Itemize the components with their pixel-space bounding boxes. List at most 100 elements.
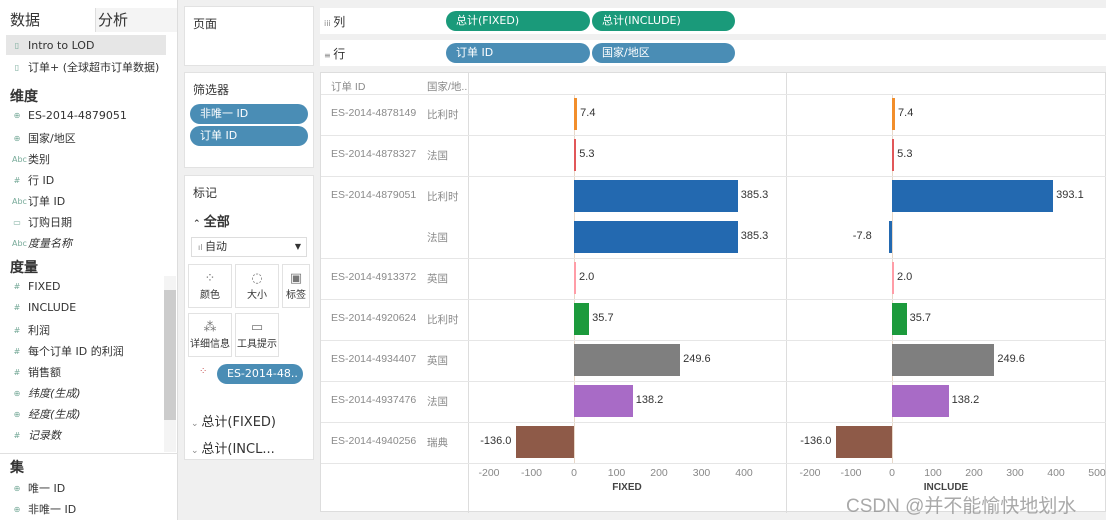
bar-fixed[interactable]	[574, 262, 576, 294]
color-pill[interactable]: ES-2014-48..	[217, 364, 303, 384]
sets-item[interactable]: ⊕ 非唯一 ID	[13, 503, 77, 516]
data-label-fixed: 5.3	[579, 148, 595, 160]
data-label-include: -136.0	[800, 435, 832, 447]
bar-fixed[interactable]	[574, 344, 681, 376]
bar-fixed[interactable]	[574, 180, 738, 212]
measures-item[interactable]: # 每个订单 ID 的利润	[13, 345, 124, 358]
row-pill-country[interactable]: 国家/地区	[592, 43, 735, 63]
fixed-axis-tick: 200	[650, 467, 668, 479]
measures-item[interactable]: # 记录数	[13, 429, 61, 442]
row-country: 瑞典	[427, 437, 448, 449]
include-axis-tick: 100	[924, 467, 942, 479]
column-pill-include[interactable]: 总计(INCLUDE)	[592, 11, 735, 31]
bar-fixed[interactable]	[574, 303, 590, 335]
dimensions-item[interactable]: ▭ 订购日期	[13, 216, 72, 229]
bar-include[interactable]	[892, 385, 949, 417]
bar-include[interactable]	[892, 344, 995, 376]
tooltip-icon: ▭	[250, 320, 264, 335]
row-divider	[321, 299, 1106, 300]
filter-pill-non-unique-id[interactable]: 非唯一 ID	[190, 104, 308, 124]
pages-card[interactable]: 页面	[184, 6, 314, 66]
marks-all[interactable]: ⌃ 全部	[193, 215, 230, 230]
marks-label-button[interactable]: ▣ 标签	[282, 264, 310, 308]
fixed-axis-tick: 100	[607, 467, 626, 479]
bar-fixed[interactable]	[574, 139, 577, 171]
measures-item[interactable]: # 利润	[13, 324, 50, 337]
measures-item[interactable]: ⊕ 经度(生成)	[13, 408, 81, 421]
number-icon: #	[13, 430, 21, 440]
row-order-id: ES-2014-4940256	[331, 435, 417, 447]
include-axis-tick: -200	[799, 467, 821, 479]
bar-include[interactable]	[836, 426, 892, 458]
dimensions-item[interactable]: Abc 度量名称	[12, 237, 72, 250]
columns-shelf-label: iii 列	[324, 15, 346, 29]
bar-fixed[interactable]	[574, 98, 578, 130]
marks-tooltip-button[interactable]: ▭ 工具提示	[235, 313, 279, 357]
rows-shelf[interactable]: ≡ 行 订单 ID 国家/地区	[320, 40, 1106, 66]
mark-type-select[interactable]: ıl 自动 ▼	[191, 237, 307, 257]
globe-icon: ⊕	[13, 409, 21, 419]
include-axis-tick: 300	[1006, 467, 1024, 479]
row-pill-order-id[interactable]: 订单 ID	[446, 43, 590, 63]
measures-item[interactable]: # INCLUDE	[13, 301, 77, 314]
filter-pill-order-id[interactable]: 订单 ID	[190, 126, 308, 146]
columns-shelf[interactable]: iii 列 总计(FIXED) 总计(INCLUDE)	[320, 8, 1106, 34]
header-country: 国家/地..	[427, 81, 468, 93]
measures-item[interactable]: # 销售额	[13, 366, 61, 379]
measures-title: 度量	[10, 260, 38, 276]
dimensions-item[interactable]: Abc 订单 ID	[12, 195, 66, 208]
dimensions-item[interactable]: ⊕ 国家/地区	[13, 132, 76, 145]
bar-include[interactable]	[892, 180, 1054, 212]
rows-shelf-label: ≡ 行	[324, 47, 346, 61]
column-pill-fixed[interactable]: 总计(FIXED)	[446, 11, 590, 31]
number-icon: #	[13, 367, 21, 377]
dimensions-item[interactable]: ⊕ ES-2014-4879051	[13, 109, 127, 122]
bar-include[interactable]	[892, 262, 894, 294]
data-label-fixed: 7.4	[580, 107, 596, 119]
row-divider	[321, 381, 1106, 382]
bar-include[interactable]	[888, 221, 892, 253]
datasource-orders[interactable]: ▯ 订单+ (全球超市订单数据)	[12, 59, 160, 75]
bar-fixed[interactable]	[516, 426, 574, 458]
bar-fixed[interactable]	[574, 221, 738, 253]
datasource-icon: ▯	[14, 41, 20, 50]
label-icon: ▣	[289, 271, 303, 286]
marks-section-include[interactable]: ⌄ 总计(INCL...	[191, 442, 275, 457]
row-country: 比利时	[427, 314, 459, 326]
tab-analysis[interactable]: 分析	[95, 8, 177, 32]
pages-title: 页面	[193, 17, 218, 31]
datasource-intro[interactable]: ▯ Intro to LOD	[12, 39, 95, 52]
row-country: 法国	[427, 232, 448, 244]
marks-section-fixed[interactable]: ⌄ 总计(FIXED)	[191, 415, 276, 430]
abc-icon: Abc	[12, 238, 27, 248]
dropdown-arrow-icon: ▼	[294, 242, 301, 251]
bar-include[interactable]	[892, 303, 907, 335]
data-label-fixed: 385.3	[740, 189, 769, 201]
data-pane: 数据 分析 ▯ Intro to LOD ▯ 订单+ (全球超市订单数据) 维度 ⊕…	[0, 0, 178, 520]
fixed-axis-tick: 400	[735, 467, 753, 479]
marks-color-button[interactable]: ⁘ 颜色	[188, 264, 232, 308]
dimensions-item[interactable]: Abc 类别	[12, 153, 50, 166]
chevron-down-icon: ⌄	[191, 419, 202, 429]
bar-include[interactable]	[892, 98, 896, 130]
globe-icon: ⊕	[13, 133, 21, 143]
bar-fixed[interactable]	[574, 385, 633, 417]
row-divider	[321, 340, 1106, 341]
tab-data[interactable]: 数据	[10, 11, 41, 29]
filters-card[interactable]: 筛选器 非唯一 ID 订单 ID	[184, 72, 314, 168]
measures-item[interactable]: # FIXED	[13, 280, 61, 293]
bar-icon: ıl	[198, 243, 205, 252]
measures-item[interactable]: ⊕ 纬度(生成)	[13, 387, 81, 400]
data-label-fixed: 2.0	[579, 271, 595, 283]
marks-detail-button[interactable]: ⁂ 详细信息	[188, 313, 232, 357]
data-label-fixed: 35.7	[592, 312, 614, 324]
measures-scrollbar[interactable]	[164, 276, 176, 452]
marks-size-button[interactable]: ◌ 大小	[235, 264, 279, 308]
dimensions-item[interactable]: # 行 ID	[13, 174, 55, 187]
data-label-include: -7.8	[852, 230, 872, 242]
bar-include[interactable]	[892, 139, 895, 171]
abc-icon: Abc	[12, 196, 27, 206]
fixed-axis-title: FIXED	[612, 482, 642, 493]
row-divider	[321, 258, 1106, 259]
sets-item[interactable]: ⊕ 唯一 ID	[13, 482, 66, 495]
